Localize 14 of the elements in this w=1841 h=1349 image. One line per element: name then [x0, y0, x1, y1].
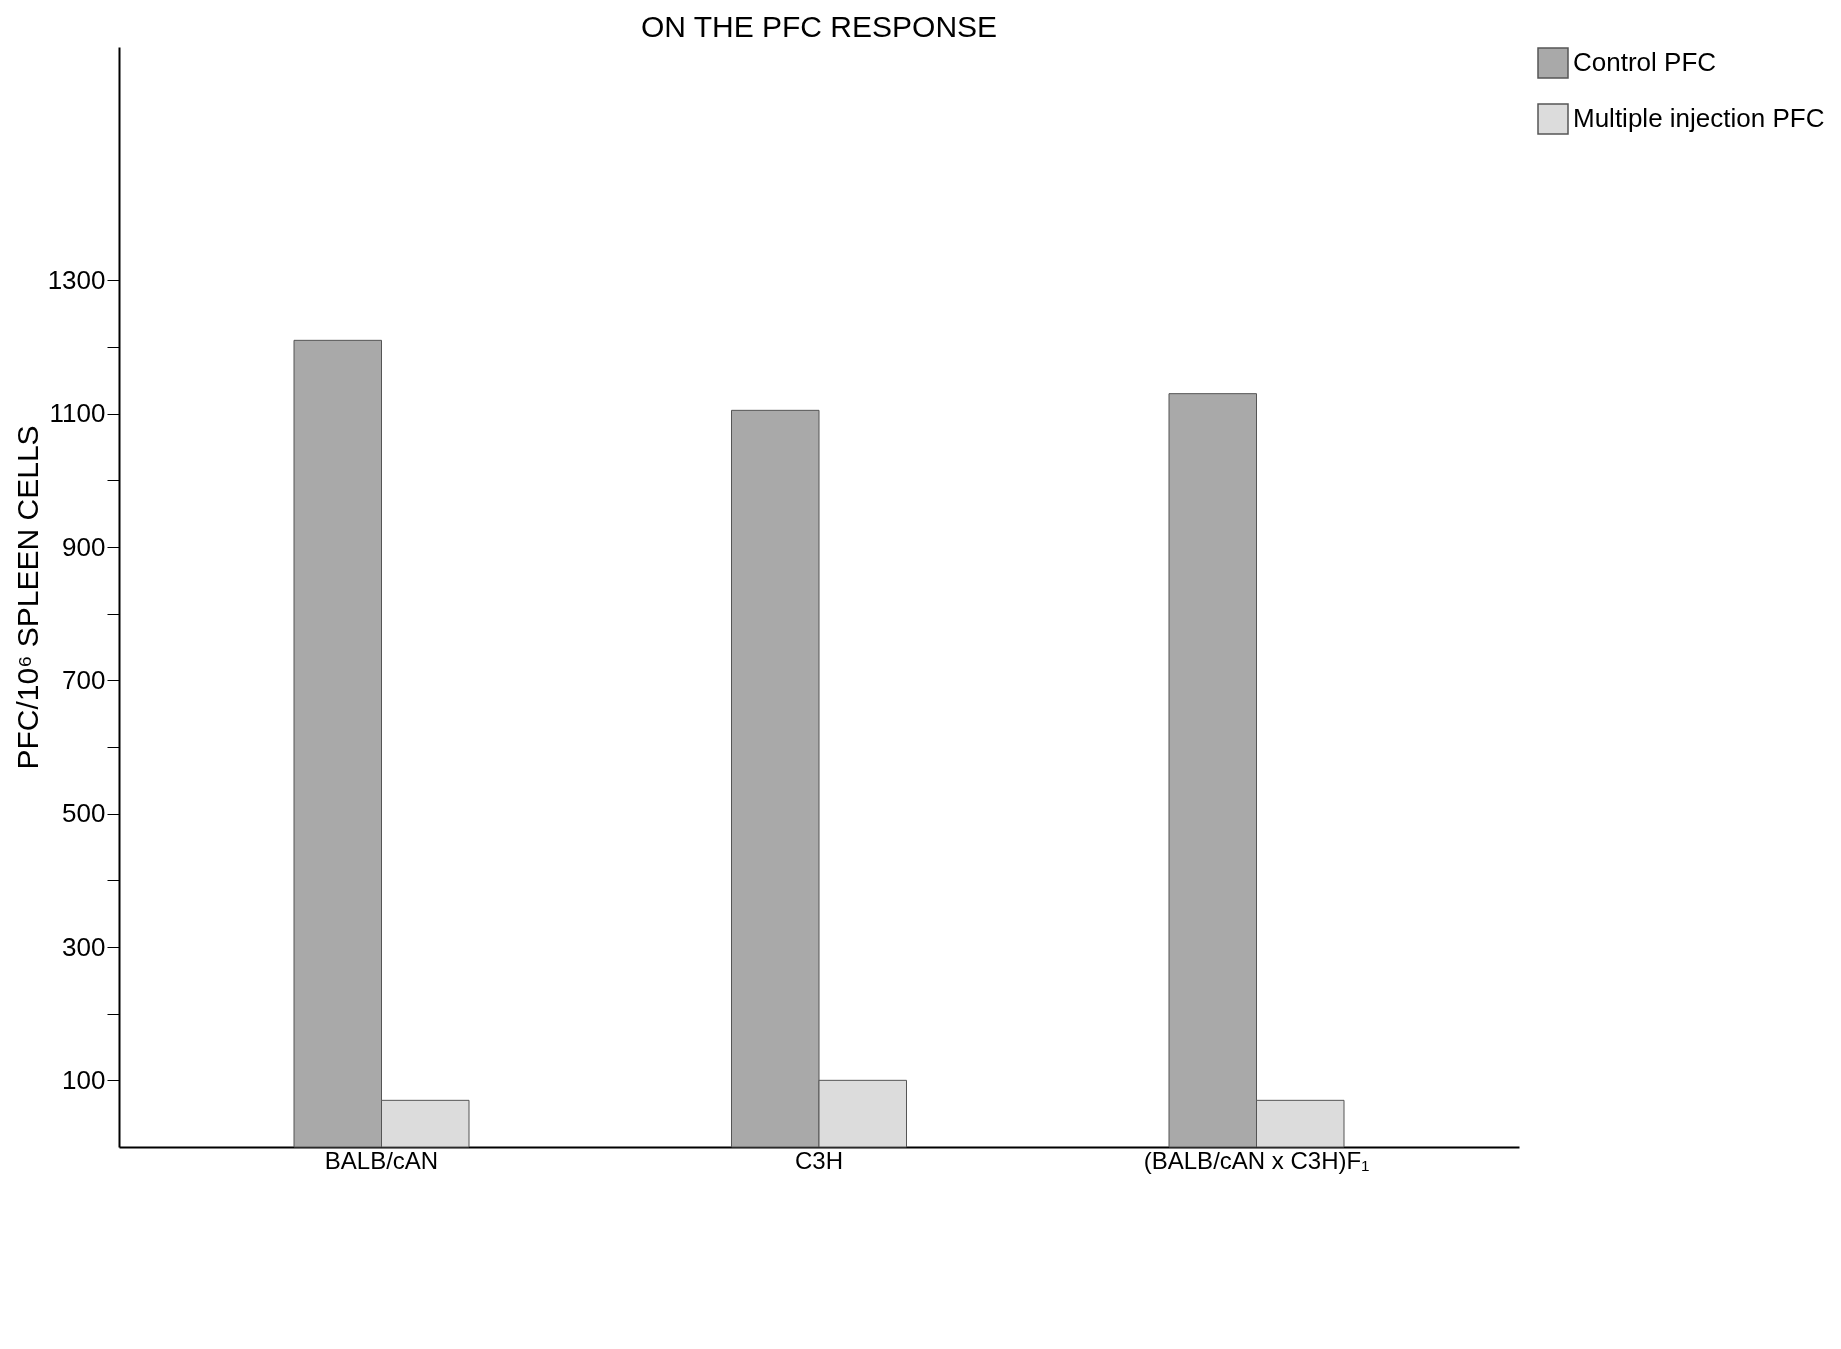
chart-title: ON THE PFC RESPONSE [640, 10, 998, 43]
legend-label: Multiple injection PFC [1573, 103, 1825, 133]
y-tick-label: 900 [62, 531, 106, 562]
y-tick-label: 700 [62, 664, 106, 695]
x-tick-label: C3H [794, 1146, 844, 1174]
x-tick-label: BALB/cAN [324, 1146, 439, 1174]
y-tick-label: 500 [62, 798, 106, 829]
y-tick-label: 100 [62, 1064, 106, 1095]
y-tick-label: 1100 [49, 398, 106, 429]
legend-label: Control PFC [1573, 47, 1717, 77]
y-tick-label: 300 [62, 931, 106, 962]
y-tick-label: 1300 [47, 264, 106, 295]
x-tick-label: (BALB/cAN x C3H)F₁ [1143, 1146, 1370, 1174]
y-axis-title: PFC/10⁶ SPLEEN CELLS [10, 425, 44, 770]
